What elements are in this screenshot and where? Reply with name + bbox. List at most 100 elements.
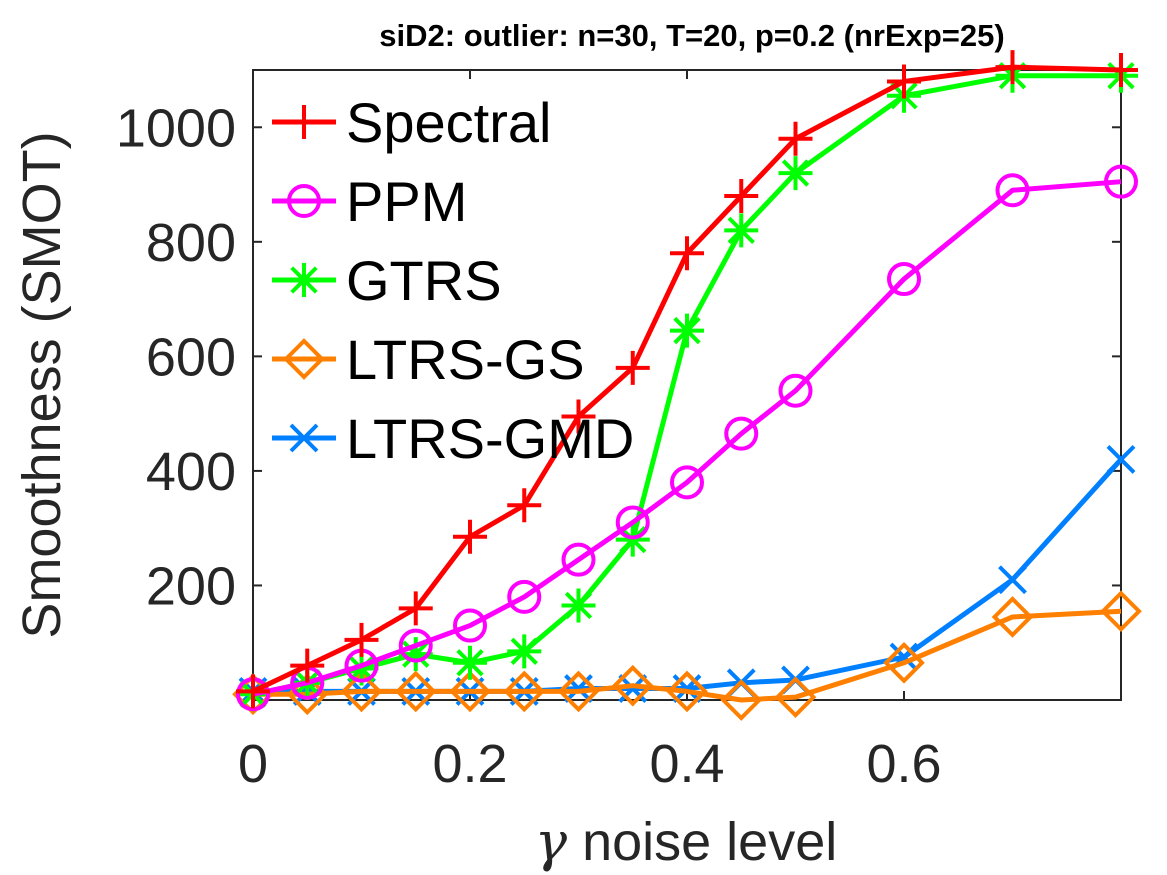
- y-tick-label: 200: [146, 556, 236, 616]
- data-point-plus: [561, 399, 596, 434]
- data-point-plus: [778, 121, 813, 156]
- circle-marker: [887, 262, 921, 297]
- y-tick-label: 600: [146, 327, 236, 387]
- diamond-marker: [720, 679, 763, 721]
- circle-marker: [670, 465, 704, 500]
- data-point-plus: [290, 648, 325, 683]
- data-point-diamond: [394, 670, 437, 713]
- data-point-circle: [670, 465, 704, 500]
- series-ppm: [236, 164, 1138, 712]
- y-tick-label: 800: [146, 213, 236, 273]
- data-point-circle: [887, 262, 921, 297]
- asterisk-marker: [778, 156, 813, 191]
- asterisk-marker: [344, 651, 379, 686]
- x-axis-symbol: γ: [535, 810, 568, 873]
- legend-item-ppm: PPM: [272, 170, 467, 233]
- cross-marker: [998, 565, 1027, 595]
- circle-marker: [287, 184, 321, 218]
- data-point-circle: [724, 416, 759, 451]
- data-point-diamond: [991, 596, 1034, 638]
- diamond-marker: [666, 670, 708, 713]
- legend-label: Spectral: [346, 91, 551, 154]
- data-point-diamond: [666, 670, 708, 713]
- series-spectral: [236, 50, 1138, 709]
- data-point-diamond: [1100, 590, 1142, 633]
- data-point-diamond: [883, 641, 925, 684]
- asterisk-marker: [615, 522, 650, 557]
- asterisk-marker: [453, 645, 487, 680]
- plus-marker: [561, 399, 596, 434]
- data-point-asterisk: [724, 213, 759, 248]
- data-point-asterisk: [453, 645, 487, 680]
- plus-marker: [453, 519, 487, 554]
- data-point-cross: [1106, 445, 1136, 474]
- data-point-plus: [287, 105, 321, 139]
- plus-marker: [615, 350, 650, 385]
- y-tick-label: 1000: [116, 98, 236, 158]
- diamond-marker: [449, 670, 491, 713]
- legend-item-spectral: Spectral: [272, 91, 551, 154]
- diamond-marker: [883, 641, 925, 684]
- y-axis-label: Smoothness (SMOT): [12, 131, 72, 638]
- circle-marker: [778, 373, 813, 408]
- plus-marker: [290, 648, 325, 683]
- circle-marker: [398, 628, 433, 663]
- plus-marker: [236, 674, 270, 709]
- x-axis-label: γ noise level: [535, 810, 837, 873]
- legend-item-ltrs-gmd: LTRS-GMD: [272, 407, 634, 470]
- circle-marker: [561, 542, 596, 577]
- diamond-marker: [774, 676, 817, 718]
- series-line: [251, 64, 1122, 694]
- legend-label: LTRS-GS: [346, 328, 585, 391]
- data-point-plus: [236, 674, 270, 709]
- cross-marker: [289, 423, 319, 453]
- data-point-circle: [561, 542, 596, 577]
- diamond-marker: [340, 670, 383, 713]
- legend-label: GTRS: [346, 249, 502, 312]
- x-tick-label: 0: [238, 734, 268, 794]
- x-tick-label: 0.2: [432, 734, 507, 794]
- plus-marker: [507, 488, 542, 523]
- legend: Spectral PPM GTRS LTRS-GS LTRS-GMD: [272, 91, 634, 470]
- data-point-diamond: [557, 670, 600, 713]
- data-point-circle: [615, 505, 650, 540]
- data-point-plus: [724, 179, 759, 213]
- data-point-plus: [398, 591, 433, 626]
- asterisk-marker: [561, 588, 596, 623]
- data-point-asterisk: [778, 156, 813, 191]
- series-line: [252, 179, 1122, 697]
- data-point-diamond: [449, 670, 491, 713]
- data-point-asterisk: [561, 588, 596, 623]
- data-point-cross: [289, 423, 319, 453]
- data-point-circle: [1104, 164, 1138, 199]
- circle-marker: [615, 505, 650, 540]
- data-point-cross: [998, 565, 1027, 595]
- x-tick-label: 0.4: [649, 734, 724, 794]
- legend-item-ltrs-gs: LTRS-GS: [272, 328, 585, 391]
- data-point-diamond: [774, 676, 817, 718]
- legend-item-gtrs: GTRS: [272, 249, 502, 312]
- data-point-circle: [287, 184, 321, 218]
- circle-marker: [507, 579, 542, 614]
- plus-marker: [887, 64, 921, 99]
- diamond-marker: [991, 596, 1034, 638]
- data-point-plus: [453, 519, 487, 554]
- data-point-circle: [995, 173, 1030, 208]
- data-point-diamond: [503, 670, 546, 713]
- data-point-diamond: [611, 664, 654, 707]
- data-point-diamond: [720, 679, 763, 721]
- x-tick-label: 0.6: [866, 734, 941, 794]
- data-point-asterisk: [670, 313, 704, 348]
- series-line: [252, 73, 1121, 697]
- asterisk-marker: [670, 313, 704, 348]
- x-axis-label-space: [567, 812, 582, 872]
- legend-label: LTRS-GMD: [346, 407, 634, 470]
- y-tick-label: 400: [146, 442, 236, 502]
- diamond-marker: [394, 670, 437, 713]
- series-line: [253, 608, 1122, 703]
- plus-marker: [398, 591, 433, 626]
- diamond-marker: [283, 338, 325, 380]
- data-point-plus: [995, 50, 1030, 85]
- circle-marker: [724, 416, 759, 451]
